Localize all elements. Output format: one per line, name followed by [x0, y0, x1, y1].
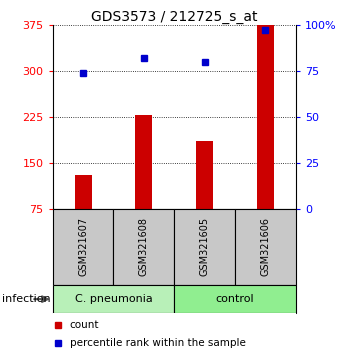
Bar	[235, 209, 296, 285]
Text: GSM321605: GSM321605	[200, 217, 210, 276]
Bar	[174, 209, 235, 285]
Bar	[53, 209, 114, 285]
Text: GSM321607: GSM321607	[78, 217, 88, 276]
Bar	[114, 209, 174, 285]
Bar	[174, 285, 296, 313]
Text: C. pneumonia: C. pneumonia	[74, 294, 152, 304]
Text: percentile rank within the sample: percentile rank within the sample	[70, 338, 245, 348]
Text: GSM321606: GSM321606	[260, 217, 270, 276]
Bar	[196, 141, 213, 209]
Bar	[53, 285, 174, 313]
Bar	[74, 175, 91, 209]
Bar	[257, 25, 274, 209]
Bar	[135, 115, 152, 209]
Text: infection: infection	[2, 294, 50, 304]
Text: control: control	[216, 294, 254, 304]
Text: count: count	[70, 320, 99, 330]
Text: GSM321608: GSM321608	[139, 217, 149, 276]
Title: GDS3573 / 212725_s_at: GDS3573 / 212725_s_at	[91, 10, 257, 24]
